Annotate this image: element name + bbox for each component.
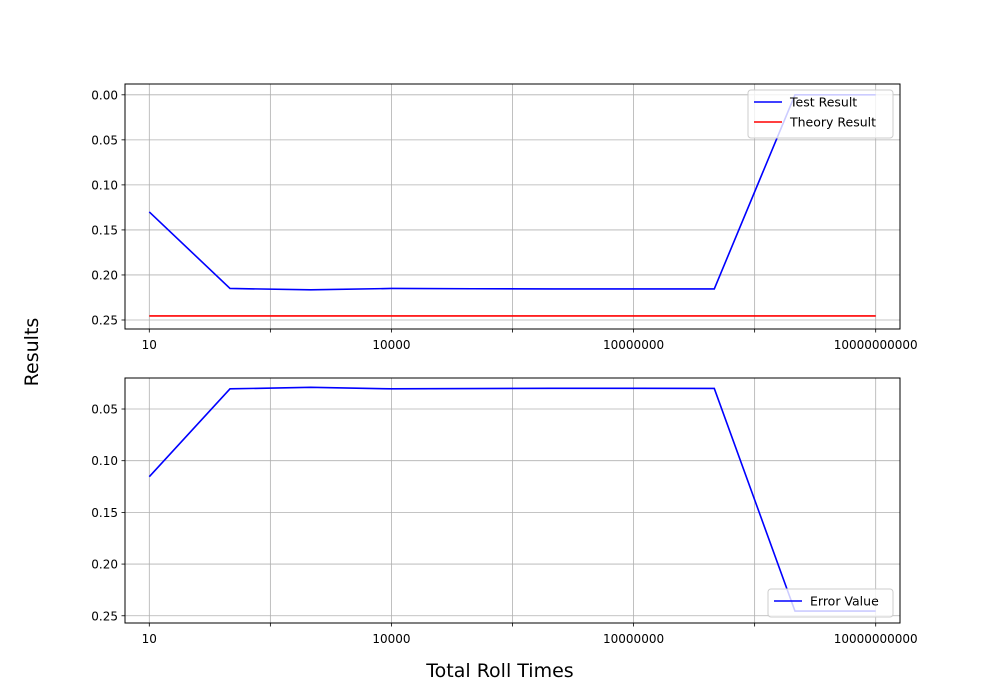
y-tick-label: 0.20 bbox=[91, 558, 118, 572]
y-tick-label: 0.20 bbox=[91, 268, 118, 282]
y-tick-label: 0.15 bbox=[91, 506, 118, 520]
legend-label: Theory Result bbox=[789, 115, 876, 130]
y-tick-label: 0.15 bbox=[91, 223, 118, 237]
series-line-test-result bbox=[148, 94, 876, 291]
axes-frame bbox=[124, 377, 901, 624]
x-tick-label: 10000000 bbox=[603, 632, 664, 646]
x-tick-label: 10 bbox=[142, 632, 157, 646]
legend-label: Test Result bbox=[789, 95, 857, 110]
y-tick-label: 0.05 bbox=[91, 133, 118, 147]
legend-box bbox=[747, 89, 894, 139]
legend-label: Error Value bbox=[810, 594, 879, 609]
y-axis-label: Results bbox=[21, 318, 43, 387]
legend: Error Value bbox=[767, 588, 894, 618]
x-tick-label: 10000000 bbox=[603, 338, 664, 352]
bottom-chart: 0.05 0.10 0.15 0.20 0.25 10 10000 10000000 10000… bbox=[91, 377, 918, 646]
y-tick-label: 0.00 bbox=[91, 88, 118, 102]
x-tick-label: 10000 bbox=[372, 338, 410, 352]
x-tick-label: 10 bbox=[142, 338, 157, 352]
y-tick-label: 0.25 bbox=[91, 313, 118, 327]
series-line-error-value bbox=[148, 386, 876, 612]
y-tick-label: 0.10 bbox=[91, 178, 118, 192]
axes-frame bbox=[124, 83, 901, 330]
y-tick-label: 0.05 bbox=[91, 403, 118, 417]
x-tick-label: 10000 bbox=[372, 632, 410, 646]
top-chart: 0.00 0.05 0.10 0.15 0.20 0.25 10 10000 10000000 1… bbox=[91, 83, 918, 352]
legend-box bbox=[767, 588, 894, 618]
legend: Test Result Theory Result bbox=[747, 89, 894, 139]
x-axis-label: Total Roll Times bbox=[425, 660, 573, 682]
y-tick-label: 0.10 bbox=[91, 454, 118, 468]
x-tick-label: 10000000000 bbox=[834, 632, 918, 646]
y-tick-label: 0.25 bbox=[91, 609, 118, 623]
x-tick-label: 10000000000 bbox=[834, 338, 918, 352]
